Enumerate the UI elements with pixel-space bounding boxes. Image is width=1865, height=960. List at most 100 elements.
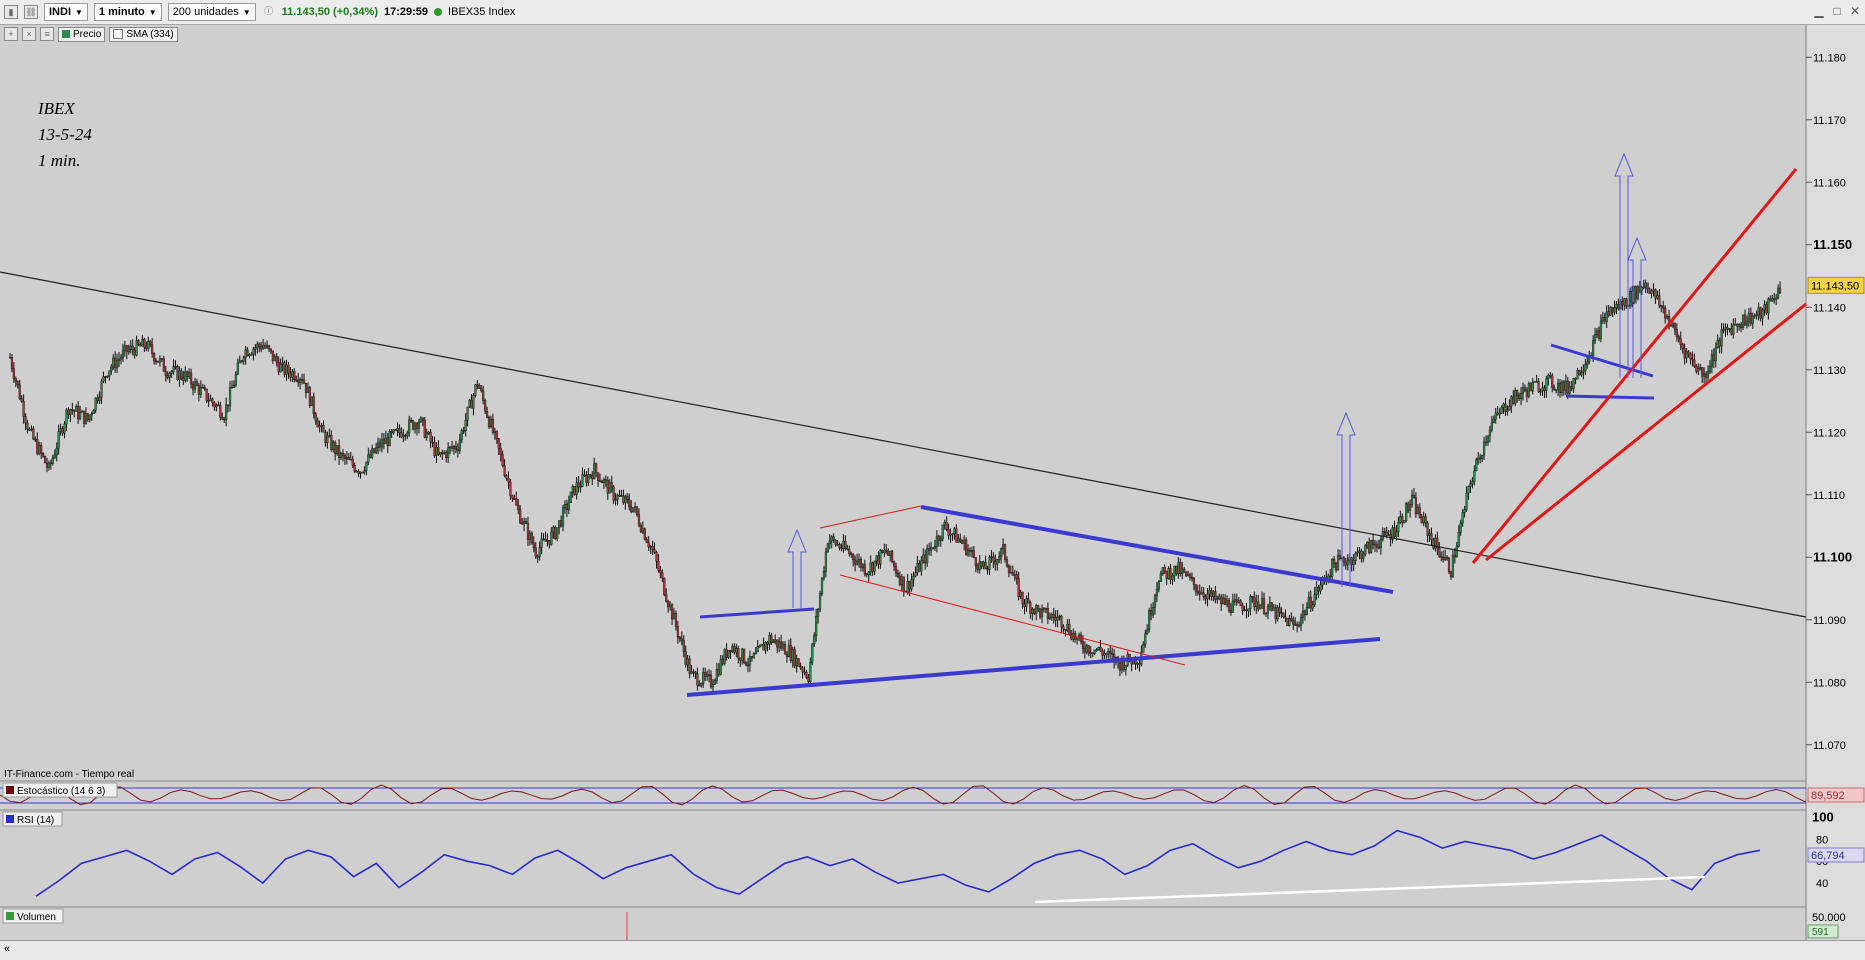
rsi-value-badge [1807,847,1865,863]
candle-body [1516,389,1519,396]
candle-body [295,379,298,381]
candle-body [365,461,368,472]
candle-body [764,642,767,651]
close-icon[interactable]: ✕ [1849,4,1861,18]
candle-body [1027,598,1030,604]
candle-body [674,613,678,627]
candle-body [892,561,896,567]
candle-body [1033,608,1036,614]
maximize-icon[interactable]: □ [1833,4,1841,18]
add-icon[interactable]: + [4,27,18,41]
candle-body [688,658,691,674]
candle-body [544,538,547,542]
candle-body [1350,557,1353,565]
candle-body [263,345,267,348]
candle-body [828,540,831,545]
candle-body [1675,329,1678,337]
candle-body [1321,577,1324,586]
candle-body [384,437,387,445]
candle-body [73,410,76,412]
candle-body [717,669,720,675]
candle-body [1005,559,1009,567]
candle-body [250,354,253,356]
candle-body [965,539,968,555]
candle-body [328,435,331,437]
candle-body [1375,543,1379,548]
candle-body [1749,312,1752,324]
candle-body [1009,572,1012,574]
pennant-lower [1565,394,1655,400]
candle-body [618,495,621,497]
candle-body [1603,317,1606,322]
candle-body [427,431,430,434]
candle-body [1492,418,1495,423]
candle-body [815,616,818,636]
volume-swatch-icon [6,912,14,920]
candle-body [437,446,440,455]
candle-body [429,431,432,443]
candle-body [801,667,804,673]
candle-body [1140,652,1143,665]
target-arrow-shape [787,528,807,608]
candle-body [1381,531,1384,540]
link-icon[interactable]: ⛓ [24,5,38,19]
candle-body [1130,660,1133,665]
candle-body [1632,286,1636,303]
candle-body [844,540,847,549]
candle-body [1504,403,1507,412]
candle-body [246,349,249,357]
candle-body [1019,591,1022,597]
candle-body [1278,607,1281,613]
scroll-left-icon[interactable]: « [4,943,11,955]
candle-body [1225,600,1229,605]
candle-body [678,636,681,639]
candle-body [431,441,434,444]
candle-body [1444,556,1447,560]
candle-body [1031,608,1034,614]
candle-body [1371,540,1375,545]
volume-value-badge [1807,924,1839,939]
candle-body [1171,575,1174,580]
candle-body [935,535,938,547]
chart-type-icon[interactable]: ▮ [4,5,18,19]
minimize-icon[interactable]: ▁ [1814,4,1824,18]
candle-body [910,579,913,590]
symbol-select[interactable]: INDI ▼ [44,3,88,21]
candle-body [1159,573,1162,582]
candle-body [1514,389,1517,404]
candle-body [591,475,594,480]
candle-body [476,384,479,386]
candle-body [939,538,942,541]
candle-body [649,546,652,548]
candle-body [1241,605,1244,612]
candle-body [889,550,892,556]
interval-select[interactable]: 1 minuto ▼ [93,3,162,21]
candle-body [104,376,107,378]
candle-body [149,340,152,345]
candle-body [1521,387,1525,394]
price-tick-label: 11.120 [1813,427,1846,439]
candle-body [1373,543,1377,546]
candle-body [676,626,680,638]
legend-price[interactable]: Precio [58,26,106,42]
candle-body [515,498,518,506]
candle-body [223,418,226,421]
candle-body [1315,586,1318,595]
candle-body [1148,610,1151,630]
units-select[interactable]: 200 unidades ▼ [167,3,256,21]
candle-body [1401,516,1404,524]
candle-body [1568,386,1571,394]
candle-body [1336,555,1340,571]
info-icon[interactable]: ⓘ [264,6,274,16]
candle-body [1185,571,1188,576]
candle-body [517,504,520,510]
candle-body [1481,454,1484,459]
settings-icon[interactable]: ≡ [40,27,54,41]
remove-icon[interactable]: × [22,27,36,41]
candle-body [996,559,999,565]
candle-body [1697,368,1700,372]
candle-body [1362,553,1365,559]
candle-body [1313,594,1316,605]
legend-sma[interactable]: SMA (334) [109,26,178,42]
candle-body [1650,290,1653,294]
